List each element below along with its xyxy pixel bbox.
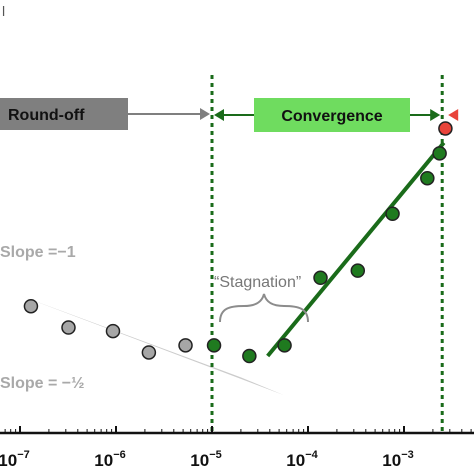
data-point-s1-6 [420,170,435,186]
data-point-s1-4 [350,263,366,278]
x-tick-label-1: 10−6 [94,449,125,470]
data-point-s0-1 [61,320,76,335]
corner-mark: l [2,3,5,19]
x-tick-label-3: 10−4 [286,449,318,470]
slope-bottom-annotation: Slope = −½ [0,375,84,392]
x-tick-label-2: 10−5 [190,449,221,470]
roundoff-arrowhead [200,108,210,120]
slope-wedge [20,295,284,396]
x-tick-label-0: 10−7 [0,449,30,470]
fit-line [266,141,446,358]
data-point-s1-2 [277,338,292,353]
data-point-s1-3 [313,270,328,286]
data-point-s1-7 [432,146,447,161]
stagnation-annotation: “Stagnation” [214,274,301,291]
convergence-arrowhead-left [214,109,224,121]
data-point-s0-2 [105,323,121,339]
convergence-banner [254,98,410,132]
data-point-s1-1 [242,348,257,364]
data-point-s0-4 [178,338,193,353]
slope-top-annotation: Slope =−1 [0,244,76,261]
data-point-s1-0 [206,338,222,353]
roundoff-label: Round-off [8,107,85,124]
stagnation-brace [219,293,309,323]
data-point-s0-0 [23,298,39,314]
data-point-s1-5 [385,206,400,222]
next-region-arrowhead [448,109,459,121]
convergence-arrowhead-right [430,109,441,121]
x-tick-label-4: 10−3 [382,449,413,470]
roundoff-banner [0,98,128,130]
convergence-label: Convergence [281,108,382,125]
data-point-s2-0 [438,121,453,136]
data-point-s0-3 [141,345,157,360]
